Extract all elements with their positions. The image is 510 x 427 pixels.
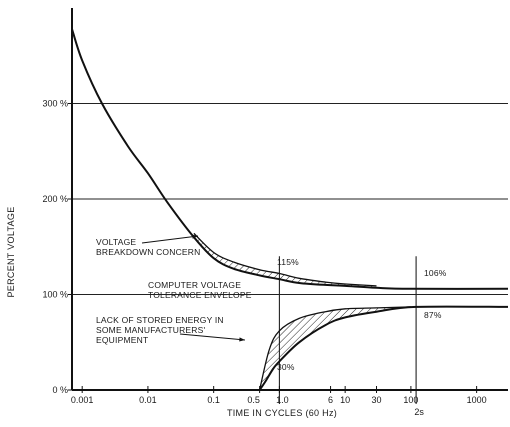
stored-energy-hatch [259,306,417,390]
tick-label-layer: 0.001 0.01 0.1 0.5 1.0 6 10 30 100 1000 2s 0 % 100 %… [42,99,486,418]
x-tick-label: 0.01 [139,395,157,405]
breakdown-leader-arrow-head [192,234,198,239]
x-tick-label: 6 [328,395,333,405]
x-tick-label: 0.1 [207,395,220,405]
annotation-layer: VOLTAGE BREAKDOWN CONCERN COMPUTER VOLTAGE… [96,234,447,372]
annotation-line: 87% [424,310,442,320]
x-tick-label: 1.0 [276,395,289,405]
annotation-line: COMPUTER VOLTAGE [148,280,241,290]
y-tick-label: 0 % [52,385,68,395]
x-axis-title: TIME IN CYCLES (60 Hz) [227,408,337,418]
series-lower-limit [258,305,509,391]
x-tick-label: 100 [403,395,418,405]
annotation-4: 106% [424,268,447,278]
annotation-line: VOLTAGE [96,237,136,247]
stored-energy-leader-arrow-head [239,337,245,342]
y-tick-label: 200 % [42,194,68,204]
annotation-2: LACK OF STORED ENERGY IN SOME MANUFACTURE… [96,315,224,345]
grid-layer [72,102,508,404]
stored-energy-leader-arrow [179,333,246,341]
y-axis-title: PERCENT VOLTAGE [6,206,16,297]
annotation-1: COMPUTER VOLTAGE TOLERANCE ENVELOPE [148,280,252,300]
annotation-line: LACK OF STORED ENERGY IN [96,315,224,325]
annotation-3: 115% [277,257,299,267]
breakdown-concern-hatch [193,233,377,288]
hatch-layer [193,233,417,390]
series-stored-energy-curve [258,306,411,391]
annotation-0: VOLTAGE BREAKDOWN CONCERN [96,237,200,257]
y-tick-label: 300 % [42,99,68,109]
x-tick-label: 0.001 [71,395,94,405]
annotation-line: EQUIPMENT [96,335,148,345]
annotation-line: BREAKDOWN CONCERN [96,247,200,257]
annotation-line: SOME MANUFACTURERS' [96,325,205,335]
annotation-5: 87% [424,310,442,320]
annotation-6: 30% [277,362,295,372]
x-tick-label: 1000 [467,395,487,405]
x-tick-label: 10 [340,395,350,405]
annotation-line: 30% [277,362,295,372]
x-tick-label: 0.5 [247,395,260,405]
x-extra-label-2s: 2s [414,407,424,417]
axis-layer [68,8,508,393]
series-breakdown-concern-curve [193,232,377,287]
annotation-line: 106% [424,268,447,278]
x-tick-label: 30 [372,395,382,405]
annotation-line: 115% [277,257,299,267]
breakdown-leader-arrow [141,235,199,244]
annotation-line: TOLERANCE ENVELOPE [148,290,252,300]
series-layer [71,28,509,391]
series-upper-limit [71,28,509,290]
y-tick-label: 100 % [42,290,68,300]
